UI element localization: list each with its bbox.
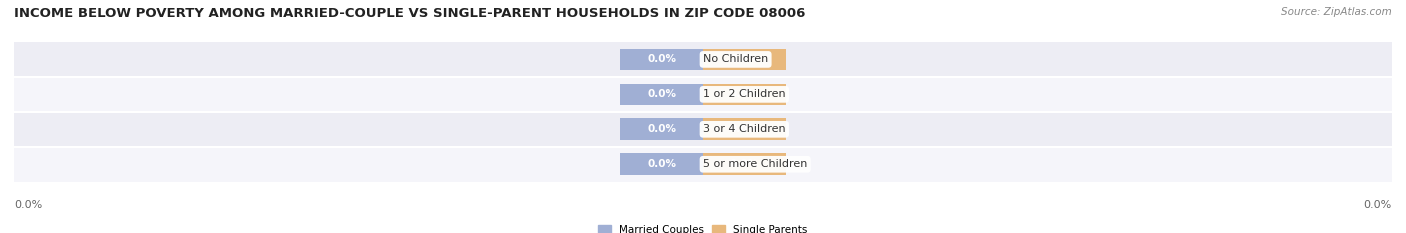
Text: 0.0%: 0.0% <box>647 159 676 169</box>
Bar <box>620 154 703 175</box>
Bar <box>703 84 786 105</box>
Text: 0.0%: 0.0% <box>730 124 759 134</box>
Bar <box>620 84 703 105</box>
Bar <box>14 77 1392 112</box>
Legend: Married Couples, Single Parents: Married Couples, Single Parents <box>595 221 811 233</box>
Text: 1 or 2 Children: 1 or 2 Children <box>703 89 786 99</box>
Text: Source: ZipAtlas.com: Source: ZipAtlas.com <box>1281 7 1392 17</box>
Bar <box>620 49 703 70</box>
Text: 0.0%: 0.0% <box>730 89 759 99</box>
Bar <box>703 49 786 70</box>
Text: No Children: No Children <box>703 55 768 64</box>
Text: 0.0%: 0.0% <box>647 124 676 134</box>
Bar <box>703 118 786 140</box>
Bar <box>14 112 1392 147</box>
Bar <box>14 147 1392 182</box>
Bar <box>620 118 703 140</box>
Text: 3 or 4 Children: 3 or 4 Children <box>703 124 786 134</box>
Text: 0.0%: 0.0% <box>14 200 42 210</box>
Bar <box>703 154 786 175</box>
Text: 5 or more Children: 5 or more Children <box>703 159 807 169</box>
Text: 0.0%: 0.0% <box>730 159 759 169</box>
Text: INCOME BELOW POVERTY AMONG MARRIED-COUPLE VS SINGLE-PARENT HOUSEHOLDS IN ZIP COD: INCOME BELOW POVERTY AMONG MARRIED-COUPL… <box>14 7 806 20</box>
Text: 0.0%: 0.0% <box>647 55 676 64</box>
Text: 0.0%: 0.0% <box>1364 200 1392 210</box>
Bar <box>14 42 1392 77</box>
Text: 0.0%: 0.0% <box>647 89 676 99</box>
Text: 0.0%: 0.0% <box>730 55 759 64</box>
